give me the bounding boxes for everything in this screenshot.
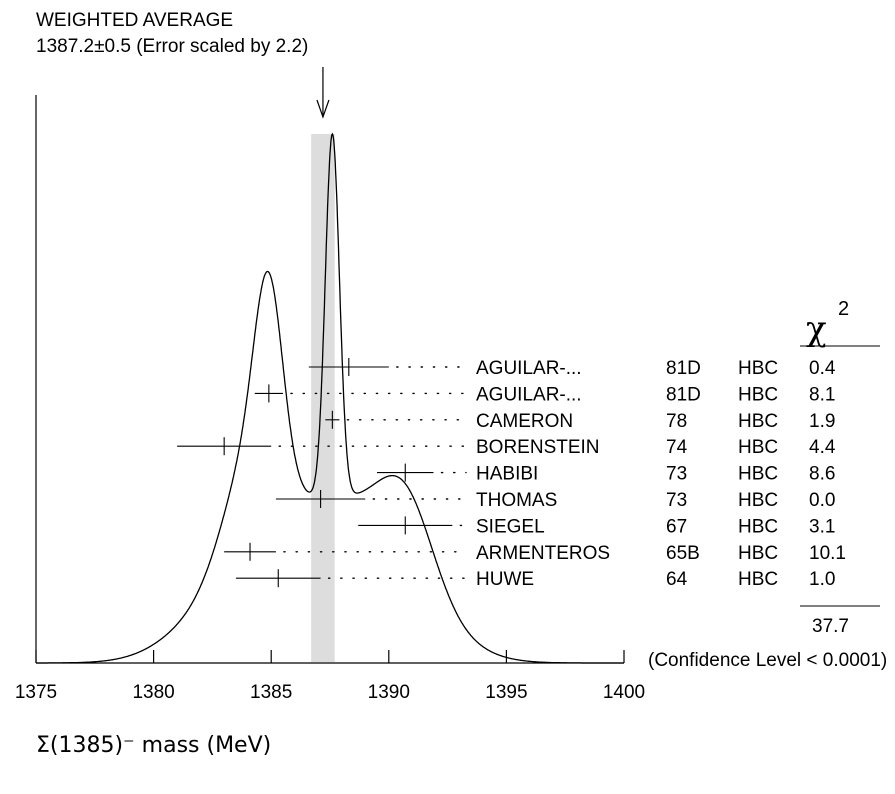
measurement-author: HUWE <box>476 569 534 590</box>
measurement-author: AGUILAR-... <box>476 358 582 379</box>
measurement-year: 65B <box>666 543 700 564</box>
measurement-chi2: 10.1 <box>809 543 846 564</box>
measurement-year: 81D <box>666 384 701 405</box>
ideogram-curve <box>36 132 624 664</box>
measurement-author: SIEGEL <box>476 516 545 537</box>
measurement-technique: HBC <box>738 464 778 485</box>
measurement-chi2: 8.6 <box>809 464 835 485</box>
measurement-row: ARMENTEROS 65B HBC 10.1 <box>224 542 846 564</box>
x-tick-label: 1395 <box>485 682 527 703</box>
measurement-chi2: 0.0 <box>809 490 835 511</box>
measurement-year: 73 <box>666 464 687 485</box>
measurement-technique: HBC <box>738 490 778 511</box>
measurement-row: THOMAS 73 HBC 0.0 <box>275 490 835 511</box>
weighted-average-arrow <box>316 67 330 119</box>
measurement-year: 67 <box>666 516 687 537</box>
measurement-year: 81D <box>666 358 701 379</box>
measurement-chi2: 3.1 <box>809 516 835 537</box>
measurement-row: AGUILAR-... 81D HBC 8.1 <box>254 384 835 405</box>
measurement-year: 73 <box>666 490 687 511</box>
x-tick-label: 1380 <box>132 682 174 703</box>
measurement-technique: HBC <box>738 384 778 405</box>
x-tick-label: 1390 <box>368 682 410 703</box>
measurement-author: AGUILAR-... <box>476 384 582 405</box>
measurement-technique: HBC <box>738 569 778 590</box>
weighted-average-band <box>311 134 335 662</box>
measurement-author: HABIBI <box>476 464 538 485</box>
measurement-chi2: 4.4 <box>809 437 836 458</box>
measurement-year: 78 <box>666 411 687 432</box>
measurement-technique: HBC <box>738 516 778 537</box>
measurement-row: BORENSTEIN 74 HBC 4.4 <box>177 437 836 458</box>
measurement-row: HUWE 64 HBC 1.0 <box>235 569 835 590</box>
measurement-author: THOMAS <box>476 490 557 511</box>
measurement-chi2: 1.9 <box>809 411 835 432</box>
x-tick-label: 1400 <box>603 682 645 703</box>
measurement-year: 74 <box>666 437 688 458</box>
chi2-header-exponent: 2 <box>838 298 849 320</box>
x-tick-label: 1385 <box>250 682 292 703</box>
measurement-chi2: 8.1 <box>809 384 835 405</box>
x-axis-title: Σ(1385)⁻ mass (MeV) <box>36 733 271 758</box>
measurement-row: CAMERON 78 HBC 1.9 <box>325 410 835 432</box>
measurement-author: CAMERON <box>476 411 573 432</box>
measurement-author: ARMENTEROS <box>476 543 610 564</box>
measurement-technique: HBC <box>738 411 778 432</box>
measurement-chi2: 1.0 <box>809 569 835 590</box>
chi2-total: 37.7 <box>812 616 849 637</box>
chart-subtitle: 1387.2±0.5 (Error scaled by 2.2) <box>36 36 308 57</box>
measurement-year: 64 <box>666 569 688 590</box>
measurement-row: HABIBI 73 HBC 8.6 <box>377 463 835 485</box>
measurement-technique: HBC <box>738 358 778 379</box>
measurement-author: BORENSTEIN <box>476 437 600 458</box>
measurement-chi2: 0.4 <box>809 358 836 379</box>
chi2-header-symbol: χ <box>806 309 827 349</box>
measurement-row: AGUILAR-... 81D HBC 0.4 <box>308 358 836 379</box>
measurement-row: SIEGEL 67 HBC 3.1 <box>358 516 835 537</box>
chart-title: WEIGHTED AVERAGE <box>36 10 233 31</box>
measurement-technique: HBC <box>738 543 778 564</box>
confidence-level: (Confidence Level < 0.0001) <box>648 650 887 671</box>
x-tick-label: 1375 <box>15 682 57 703</box>
measurement-technique: HBC <box>738 437 778 458</box>
